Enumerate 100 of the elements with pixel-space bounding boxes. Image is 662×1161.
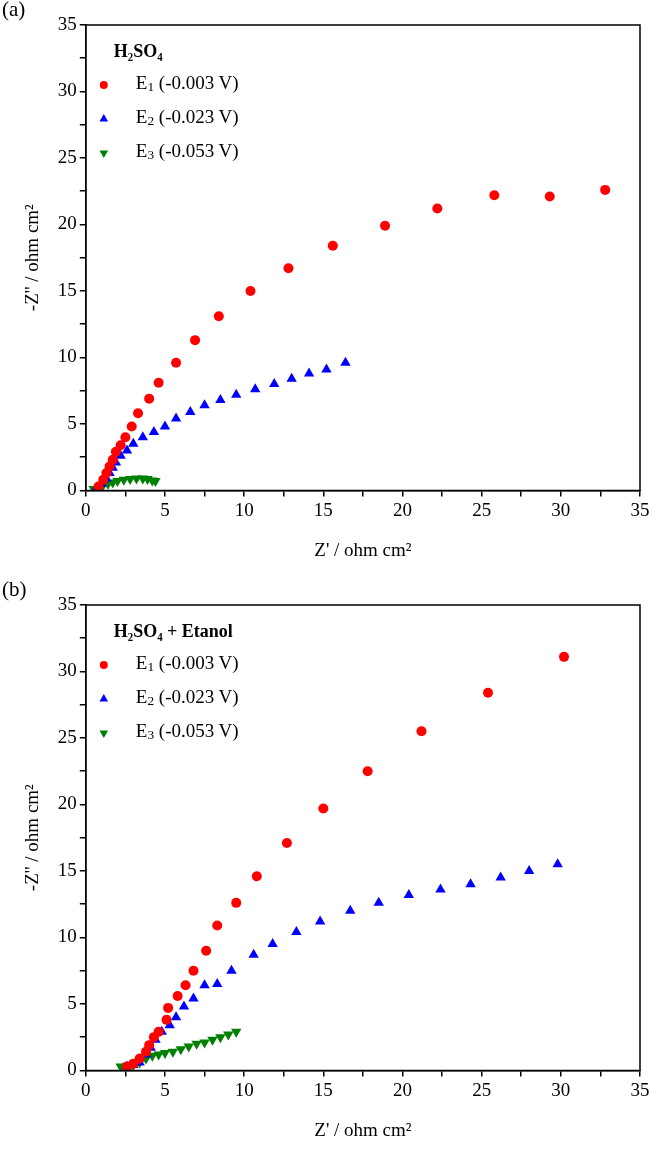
point <box>199 1039 210 1049</box>
y-tick-label: 15 <box>57 858 77 880</box>
y-tick-label: 25 <box>57 725 77 747</box>
legend-label: E2 (-0.023 V) <box>135 106 239 129</box>
point <box>126 421 137 432</box>
x-tick-label: 35 <box>630 1078 650 1100</box>
point <box>250 383 261 393</box>
point <box>144 393 155 404</box>
x-tick-label: 30 <box>551 1078 571 1100</box>
point <box>207 1036 218 1046</box>
point <box>403 888 415 898</box>
x-tick-label: 15 <box>313 1078 333 1100</box>
point <box>183 1043 194 1053</box>
point <box>600 184 611 195</box>
point <box>231 897 242 908</box>
x-tick-label: 10 <box>234 1078 254 1100</box>
point <box>245 285 256 296</box>
x-axis-title: Z' / ohm cm² <box>314 1118 412 1140</box>
x-tick-label: 0 <box>81 1078 91 1100</box>
point <box>231 388 242 398</box>
legend-title: H₂SO₄ <box>113 40 164 61</box>
point <box>121 444 133 454</box>
point <box>128 437 139 447</box>
point <box>167 1048 179 1058</box>
point <box>345 904 356 914</box>
point <box>226 964 237 974</box>
point <box>327 240 338 251</box>
point <box>213 311 224 322</box>
point <box>212 920 223 931</box>
point <box>163 1002 174 1013</box>
point <box>170 1011 182 1021</box>
x-tick-label: 35 <box>630 498 650 520</box>
point <box>283 263 294 274</box>
point <box>171 357 182 368</box>
y-tick-label: 10 <box>57 345 77 367</box>
point <box>269 378 280 388</box>
y-tick-label: 0 <box>67 1058 77 1080</box>
point <box>199 399 210 409</box>
point <box>159 420 171 430</box>
point <box>153 377 164 388</box>
point <box>552 858 563 868</box>
y-tick-label: 20 <box>57 792 77 814</box>
x-tick-label: 30 <box>551 498 571 520</box>
point <box>115 440 126 451</box>
point <box>161 1014 172 1025</box>
x-tick-label: 20 <box>392 498 412 520</box>
point <box>281 838 292 849</box>
point <box>251 871 262 882</box>
point <box>180 980 191 991</box>
legend-label: E1 (-0.003 V) <box>135 652 239 675</box>
legend-label: E1 (-0.003 V) <box>135 72 239 95</box>
point <box>120 432 131 443</box>
point <box>373 896 384 906</box>
legend-title: H₂SO₄ + Etanol <box>113 620 233 641</box>
point <box>303 367 315 377</box>
y-tick-label: 0 <box>67 478 77 500</box>
point <box>107 454 118 465</box>
point <box>286 372 297 382</box>
point <box>432 203 443 214</box>
point <box>148 425 160 435</box>
point <box>199 979 210 989</box>
point <box>489 190 500 201</box>
legend-label: E3 (-0.053 V) <box>135 720 239 743</box>
y-tick-label: 35 <box>57 12 77 34</box>
point <box>188 992 199 1002</box>
point <box>495 871 506 881</box>
point <box>191 1040 202 1050</box>
point <box>137 431 148 441</box>
point <box>267 938 278 948</box>
point <box>185 405 196 415</box>
x-tick-label: 25 <box>472 1078 492 1100</box>
y-tick-label: 5 <box>67 411 77 433</box>
y-tick-label: 5 <box>67 991 77 1013</box>
point <box>172 990 183 1001</box>
y-tick-label: 30 <box>57 79 77 101</box>
x-tick-label: 25 <box>472 498 492 520</box>
point <box>291 926 302 936</box>
point <box>212 977 223 987</box>
point <box>110 446 121 457</box>
x-axis-title: Z' / ohm cm² <box>314 538 412 560</box>
point <box>188 965 199 976</box>
y-axis-title: -Z'' / ohm cm² <box>21 203 43 312</box>
point <box>340 356 351 366</box>
chart-title: (b) <box>2 577 27 602</box>
y-tick-label: 10 <box>57 925 77 947</box>
legend-label: E3 (-0.053 V) <box>135 140 239 163</box>
point <box>223 1031 234 1041</box>
y-axis-title: -Z'' / ohm cm² <box>21 783 43 892</box>
y-tick-label: 30 <box>57 659 77 681</box>
x-tick-label: 5 <box>160 1078 170 1100</box>
point <box>170 412 182 422</box>
x-tick-label: 15 <box>313 498 333 520</box>
point <box>201 945 212 956</box>
x-tick-label: 10 <box>234 498 254 520</box>
point <box>362 766 373 777</box>
x-tick-label: 20 <box>392 1078 412 1100</box>
point <box>318 803 329 814</box>
y-tick-label: 25 <box>57 145 77 167</box>
chart-title: (a) <box>2 0 26 22</box>
legend-label: E2 (-0.023 V) <box>135 686 239 709</box>
